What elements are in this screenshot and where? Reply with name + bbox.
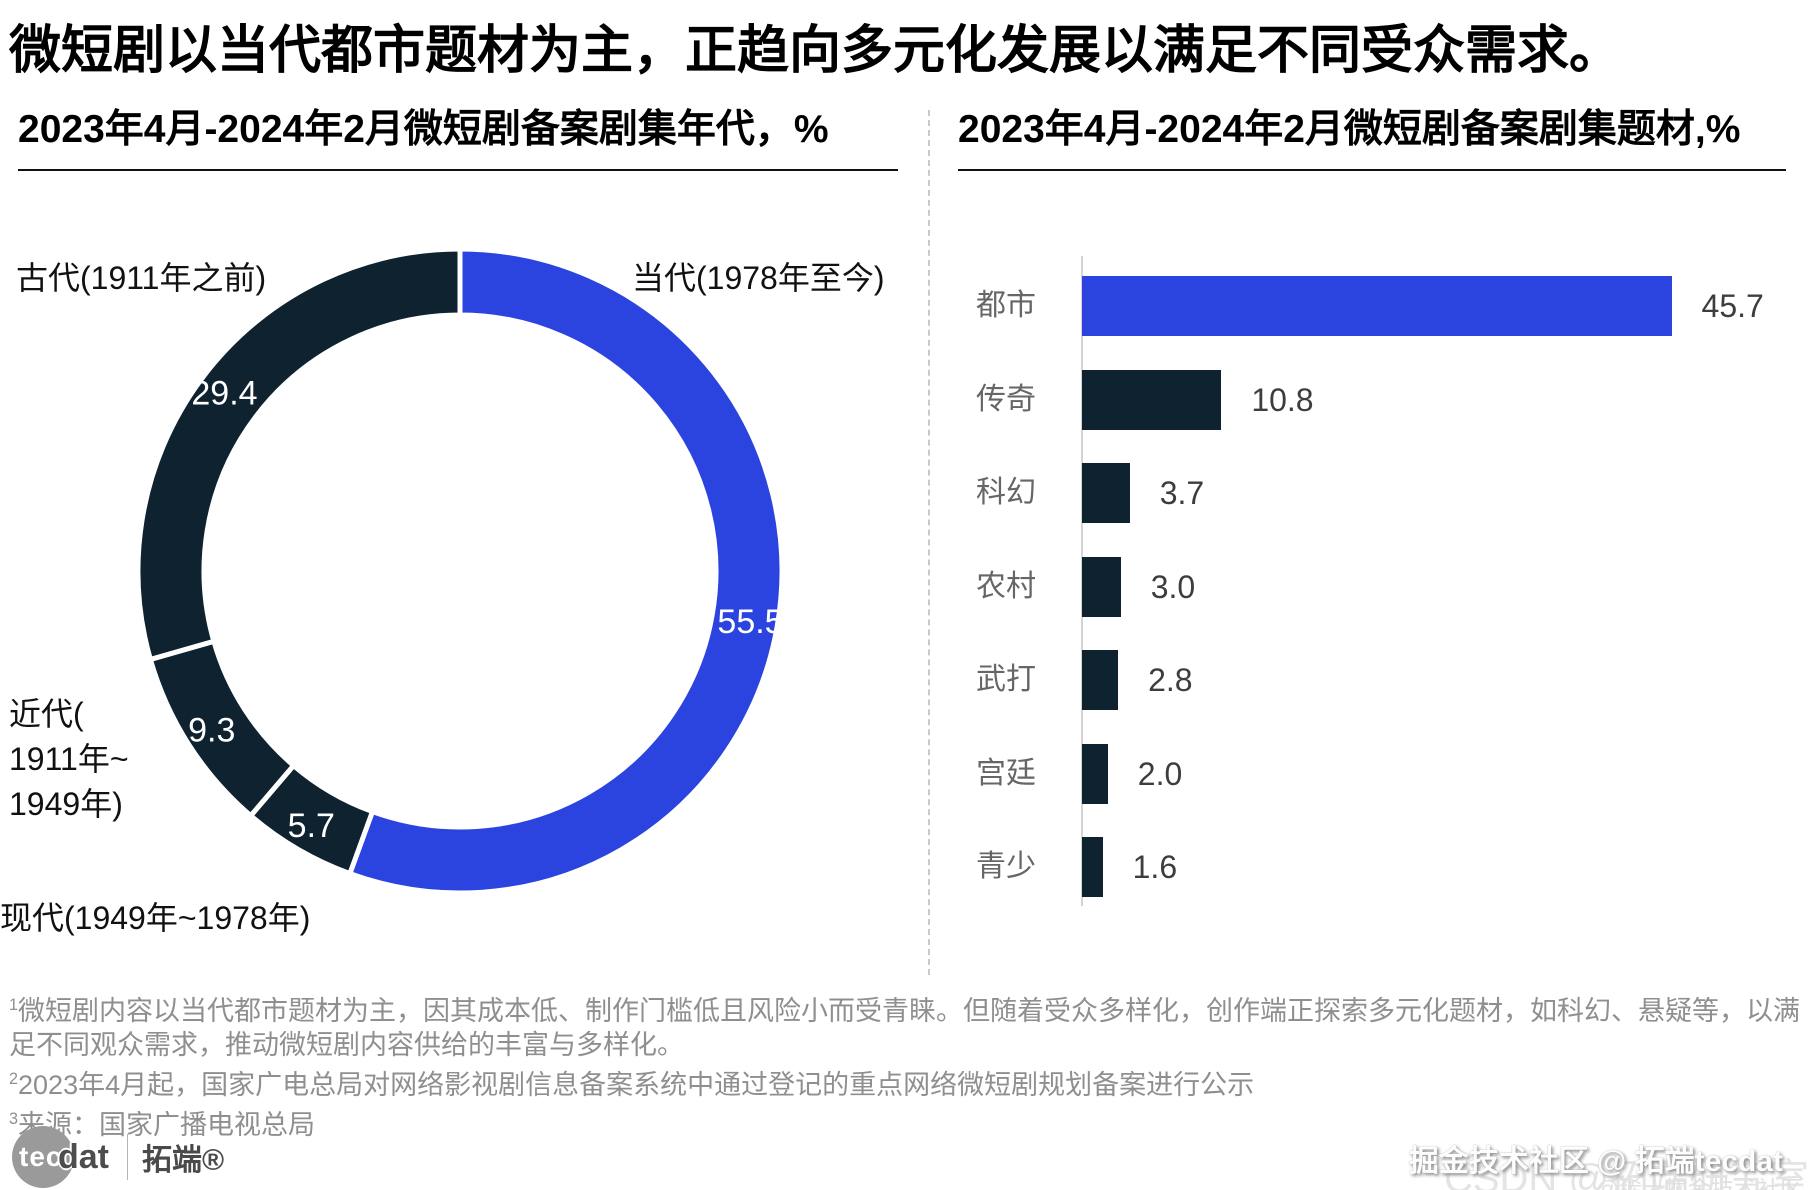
tecdat-logo-tec: tec bbox=[19, 1141, 63, 1172]
donut-value-label: 9.3 bbox=[188, 711, 235, 749]
footnote-2: 22023年4月起，国家广电总局对网络影视剧信息备案系统中通过登记的重点网络微短… bbox=[9, 1062, 1801, 1102]
bar bbox=[1082, 650, 1119, 710]
tecdat-logo-dat: dat bbox=[58, 1137, 109, 1176]
page-title: 微短剧以当代都市题材为主，正趋向多元化发展以满足不同受众需求。 bbox=[9, 22, 1622, 80]
bar-value-label: 45.7 bbox=[1701, 288, 1764, 324]
bar bbox=[1082, 276, 1672, 336]
bar-category-label: 青少 bbox=[976, 850, 1036, 883]
donut-label-early-modern-line3: 1949年) bbox=[9, 786, 123, 822]
bar-category-label: 都市 bbox=[976, 289, 1036, 322]
tecdat-logo-separator bbox=[127, 1134, 128, 1180]
tecdat-logo: tec dat 拓端® bbox=[12, 1126, 224, 1188]
watermark-juejin-tecdat: 掘金技术社区 @ 拓端tecdat bbox=[1408, 1145, 1783, 1178]
bar-value-label: 2.0 bbox=[1137, 755, 1183, 792]
left-title-rule bbox=[18, 169, 898, 171]
section-divider-dashed-line bbox=[928, 110, 930, 975]
tecdat-logo-chinese: 拓端® bbox=[142, 1144, 225, 1177]
bar-category-label: 武打 bbox=[976, 663, 1036, 696]
donut-label-early-modern: 近代( 1911年~ 1949年) bbox=[9, 692, 129, 827]
bar-value-label: 2.8 bbox=[1148, 662, 1193, 698]
watermark-xitu: @稀土掘金技术社区 bbox=[1595, 1176, 1803, 1190]
footnote-3-source: 3来源：国家广播电视总局 bbox=[9, 1102, 1801, 1142]
donut-chart-title: 2023年4月-2024年2月微短剧备案剧集年代，% bbox=[18, 108, 829, 151]
right-title-rule bbox=[958, 169, 1786, 171]
donut-value-label: 55.5 bbox=[717, 603, 783, 641]
bar-chart-title: 2023年4月-2024年2月微短剧备案剧集题材,% bbox=[958, 108, 1741, 151]
donut-label-ancient: 古代(1911年之前) bbox=[16, 260, 267, 296]
watermark-csdn: CSDN @拓端研究室 bbox=[1443, 1157, 1809, 1190]
donut-value-label: 29.4 bbox=[191, 374, 257, 412]
bar-category-label: 农村 bbox=[976, 569, 1036, 603]
bar-value-label: 1.6 bbox=[1132, 849, 1178, 885]
tecdat-logo-circle-icon: tec bbox=[12, 1126, 74, 1188]
bar-value-label: 10.8 bbox=[1251, 381, 1314, 418]
bar bbox=[1082, 556, 1121, 617]
footnote-1: 1微短剧内容以当代都市题材为主，因其成本低、制作门槛低且风险小而受青睐。但随着受… bbox=[9, 988, 1801, 1062]
donut-segment bbox=[346, 246, 785, 896]
bar-category-label: 宫廷 bbox=[976, 756, 1036, 790]
footnote-3-superscript: 3 bbox=[9, 1110, 19, 1128]
donut-label-early-modern-line2: 1911年~ bbox=[9, 741, 129, 777]
footnote-1-text: 微短剧内容以当代都市题材为主，因其成本低、制作门槛低且风险小而受青睐。但随着受众… bbox=[9, 996, 1801, 1060]
bar bbox=[1082, 463, 1130, 523]
bar-value-label: 3.7 bbox=[1159, 475, 1205, 511]
bar-category-label: 传奇 bbox=[976, 382, 1036, 416]
bar bbox=[1082, 837, 1103, 897]
donut-segment bbox=[135, 246, 463, 663]
donut-chart: 55.5 5.7 9.3 29.4 bbox=[135, 246, 785, 896]
bar-value-label: 3.0 bbox=[1150, 568, 1196, 605]
bar bbox=[1082, 743, 1108, 804]
bar-category-label: 科幻 bbox=[976, 476, 1036, 509]
footnote-2-superscript: 2 bbox=[9, 1070, 19, 1088]
donut-label-contemporary: 当代(1978年至今) bbox=[632, 260, 885, 296]
footnote-2-text: 2023年4月起，国家广电总局对网络影视剧信息备案系统中通过登记的重点网络微短剧… bbox=[18, 1070, 1255, 1100]
footnotes: 1微短剧内容以当代都市题材为主，因其成本低、制作门槛低且风险小而受青睐。但随着受… bbox=[9, 988, 1801, 1142]
donut-label-mid-modern: 现代(1949年~1978年) bbox=[0, 900, 311, 936]
donut-label-early-modern-line1: 近代( bbox=[9, 696, 84, 732]
footnote-3-text: 来源：国家广播电视总局 bbox=[18, 1110, 316, 1140]
bar bbox=[1082, 369, 1222, 430]
donut-value-label: 5.7 bbox=[288, 807, 335, 845]
footnote-1-superscript: 1 bbox=[9, 996, 19, 1014]
